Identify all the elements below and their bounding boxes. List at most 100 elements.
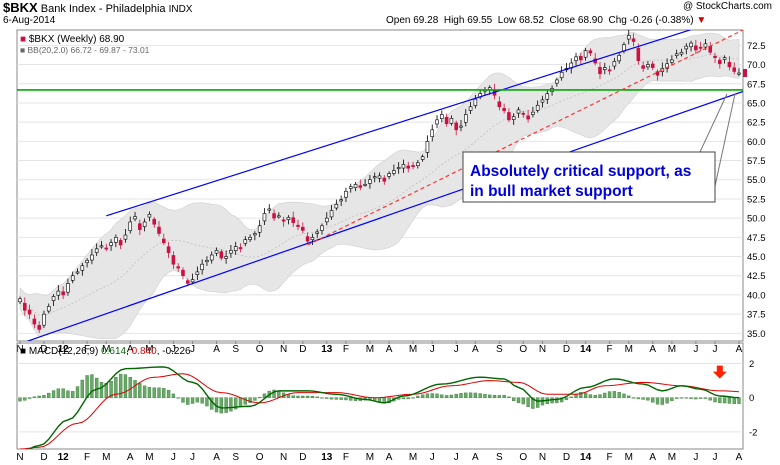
histogram-bar [118, 373, 123, 398]
histogram-bar [607, 391, 612, 398]
macd-legend: ■ MACD(12,26,9) 0.614, 0.840, -0.226 [20, 346, 191, 357]
price-x-label: A [736, 344, 743, 355]
macd-tick-label: 2 [749, 359, 754, 370]
high-value: 69.55 [467, 15, 493, 26]
histogram-bar [133, 380, 137, 398]
close-label: Close [549, 15, 576, 26]
candle-body [18, 298, 22, 303]
histogram-bar [420, 394, 425, 398]
price-x-label: D [563, 344, 570, 355]
histogram-bar [617, 392, 621, 398]
price-tick-label: 55.0 [747, 175, 766, 186]
candle-body [267, 208, 272, 211]
trend-line [307, 30, 743, 246]
candle-body [440, 114, 444, 119]
chg-label: Chg [608, 15, 627, 26]
candle-body [142, 221, 147, 227]
price-tick-label: 57.5 [747, 156, 766, 167]
histogram-bar [234, 397, 238, 410]
candle-body [109, 242, 113, 246]
annotation-box [462, 151, 716, 203]
macd-x-label: J [693, 452, 698, 463]
price-tick-label: 35.0 [747, 329, 766, 340]
candle-body [238, 247, 243, 250]
candle-body [301, 226, 305, 231]
histogram-bar [492, 395, 497, 398]
bb-legend: ■ BB(20,2.0) 66.72 - 69.87 - 73.01 [20, 45, 150, 55]
candle-body [128, 221, 133, 232]
candle-body [138, 223, 142, 230]
histogram-bar [23, 397, 27, 401]
candle-body [353, 184, 358, 188]
candle-body [401, 164, 406, 169]
histogram-bar [56, 388, 61, 398]
histogram-bar [253, 397, 257, 401]
price-x-label: J [713, 344, 718, 355]
histogram-bar [344, 397, 348, 401]
histogram-bar [66, 390, 70, 398]
candle-body [118, 240, 123, 246]
histogram-bar [627, 395, 631, 398]
histogram-bar [128, 377, 132, 398]
ohlc-readout: Open 69.28 High 69.55 Low 68.52 Close 68… [386, 15, 706, 26]
histogram-bar [181, 397, 185, 403]
candle-body [176, 266, 180, 269]
histogram-bar [123, 374, 128, 398]
candle-body [152, 218, 156, 225]
macd-x-label: A [736, 452, 743, 463]
candle-body [631, 38, 636, 42]
macd-x-label: A [127, 452, 134, 463]
histogram-bar [440, 394, 444, 398]
candle-body [507, 112, 511, 121]
candle-body [382, 177, 387, 182]
candle-body [708, 45, 713, 53]
candle-body [248, 237, 252, 240]
candle-body [646, 64, 650, 68]
histogram-bar [37, 395, 41, 398]
high-label: High [443, 15, 465, 26]
price-x-label: J [430, 344, 435, 355]
candle-body [363, 184, 367, 186]
histogram-bar [243, 397, 247, 405]
histogram-bar [329, 397, 334, 400]
histogram-bar [665, 397, 669, 404]
macd-x-label: S [232, 452, 239, 463]
candle-body [320, 225, 324, 231]
candle-body [411, 165, 415, 167]
histogram-bar [305, 395, 310, 398]
histogram-bar [339, 397, 343, 400]
channel-lower-line [26, 90, 743, 341]
histogram-bar [95, 377, 99, 398]
price-x-label: A [127, 344, 134, 355]
macd-x-label: M [145, 452, 153, 463]
macd-x-label: D [40, 452, 47, 463]
macd-x-label: A [649, 452, 656, 463]
candle-body [200, 263, 204, 271]
candle-body [66, 283, 70, 293]
histogram-bar [737, 397, 741, 404]
candle-body [219, 251, 224, 259]
histogram-bar [411, 397, 415, 399]
candle-body [291, 217, 296, 224]
candle-body [607, 69, 612, 72]
chg-value: -0.26 (-0.38%) [629, 15, 694, 26]
macd-x-label: M [668, 452, 676, 463]
low-value: 68.52 [518, 15, 544, 26]
macd-x-label: N [539, 452, 546, 463]
bollinger-middle [19, 54, 740, 316]
histogram-bar [612, 391, 617, 398]
candle-body [703, 43, 708, 48]
candle-body [650, 63, 655, 68]
histogram-bar [459, 393, 463, 398]
candle-body [85, 260, 89, 263]
macd-x-label: M [625, 452, 633, 463]
candle-body [262, 213, 267, 222]
histogram-bar [219, 397, 224, 414]
candle-body [51, 296, 56, 301]
histogram-bar [114, 376, 118, 398]
histogram-bar [646, 397, 650, 401]
price-tick-label: 47.5 [747, 233, 766, 244]
candle-body [46, 306, 51, 312]
candle-body [104, 247, 109, 250]
